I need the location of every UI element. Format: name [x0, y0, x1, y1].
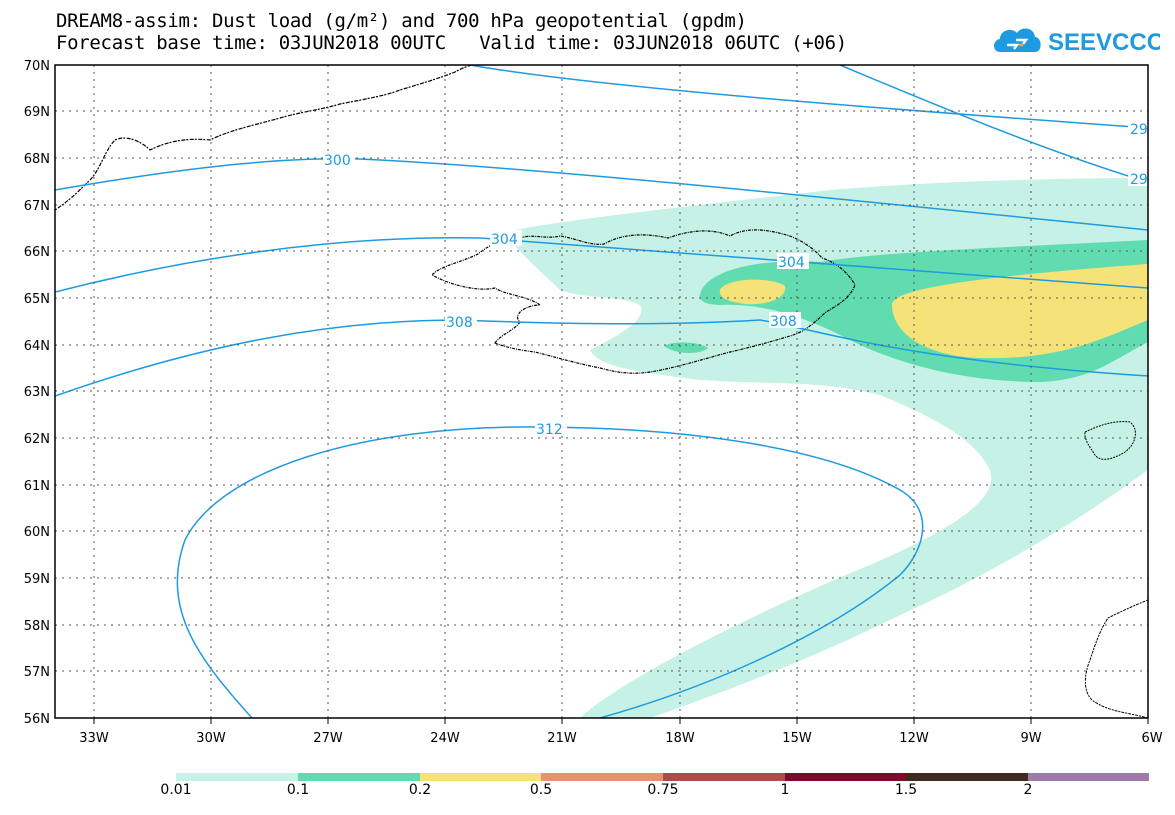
colorbar-label-0.01: 0.01: [160, 782, 192, 798]
map-title-line2: Forecast base time: 03JUN2018 00UTC Vali…: [56, 32, 847, 54]
colorbar-label-0.1: 0.1: [286, 782, 310, 798]
colorbar-label-1: 1: [780, 782, 790, 798]
lon-label-15W: 15W: [782, 731, 812, 746]
lat-label-67N: 67N: [24, 199, 50, 214]
dust-area-0.1-small: [664, 342, 708, 353]
cloud-icon: [994, 28, 1041, 52]
lat-label-68N: 68N: [24, 152, 50, 167]
lat-label-63N: 63N: [24, 385, 50, 400]
lon-label-24W: 24W: [430, 731, 460, 746]
lon-label-9W: 9W: [1020, 731, 1041, 746]
contour-line-29a: [469, 65, 1148, 129]
tick-marks: [93, 718, 1149, 724]
contour-label-300: 300: [324, 153, 351, 169]
lat-label-64N: 64N: [24, 339, 50, 354]
lat-label-70N: 70N: [24, 59, 50, 74]
lon-label-27W: 27W: [313, 731, 343, 746]
dust-area-0.2-east: [892, 264, 1148, 359]
colorbar-swatch-8: [1028, 773, 1149, 781]
lat-label-61N: 61N: [24, 479, 50, 494]
contour-line-300: [55, 158, 1148, 231]
colorbar-swatch-2: [298, 773, 420, 781]
lat-label-56N: 56N: [24, 712, 50, 727]
contour-line-29b: [839, 65, 1148, 183]
colorbar-swatch-4: [541, 773, 663, 781]
colorbar-swatch-5: [663, 773, 785, 781]
iceland-coastline: [431, 229, 856, 374]
colorbar: [176, 773, 1149, 781]
lon-label-12W: 12W: [899, 731, 929, 746]
lat-label-59N: 59N: [24, 572, 50, 587]
colorbar-swatch-3: [420, 773, 541, 781]
map-title-line1: DREAM8-assim: Dust load (g/m²) and 700 h…: [56, 10, 747, 32]
lon-label-30W: 30W: [196, 731, 226, 746]
lon-label-33W: 33W: [79, 731, 109, 746]
lat-label-60N: 60N: [24, 525, 50, 540]
colorbar-label-0.75: 0.75: [647, 782, 679, 798]
contour-label-29-mid: 29: [1130, 172, 1148, 188]
contour-line-308: [55, 319, 1148, 397]
lat-label-62N: 62N: [24, 432, 50, 447]
contour-label-308-west: 308: [446, 315, 473, 331]
contour-label-29-top: 29: [1130, 122, 1148, 138]
lat-label-66N: 66N: [24, 245, 50, 260]
lat-label-69N: 69N: [24, 105, 50, 120]
lat-label-58N: 58N: [24, 619, 50, 634]
lat-label-57N: 57N: [24, 665, 50, 680]
colorbar-swatch-1: [176, 773, 298, 781]
plot-frame: [54, 64, 1149, 719]
faroe-coastline: [1084, 421, 1136, 460]
colorbar-swatch-7: [906, 773, 1028, 781]
colorbar-label-1.5: 1.5: [894, 782, 918, 798]
colorbar-label-0.2: 0.2: [408, 782, 432, 798]
colorbar-label-0.5: 0.5: [529, 782, 553, 798]
grid-lines: [55, 65, 1148, 718]
greenland-coastline: [55, 65, 473, 211]
lon-label-6W: 6W: [1141, 731, 1162, 746]
colorbar-swatch-6: [785, 773, 906, 781]
contour-label-304-east: 304: [778, 255, 805, 271]
contour-label-308-east: 308: [770, 314, 797, 330]
contour-label-304-west: 304: [491, 232, 518, 248]
contour-label-312: 312: [536, 422, 563, 438]
contour-line-312: [176, 426, 924, 718]
lon-label-21W: 21W: [547, 731, 577, 746]
scotland-coastline: [1084, 599, 1148, 718]
lon-label-18W: 18W: [665, 731, 695, 746]
dust-area-0.2: [719, 279, 786, 305]
logo-text: SEEVCCC: [1048, 29, 1160, 56]
seevccc-logo: SEEVCCC: [994, 28, 1160, 56]
lat-label-65N: 65N: [24, 292, 50, 307]
colorbar-label-2: 2: [1023, 782, 1033, 798]
